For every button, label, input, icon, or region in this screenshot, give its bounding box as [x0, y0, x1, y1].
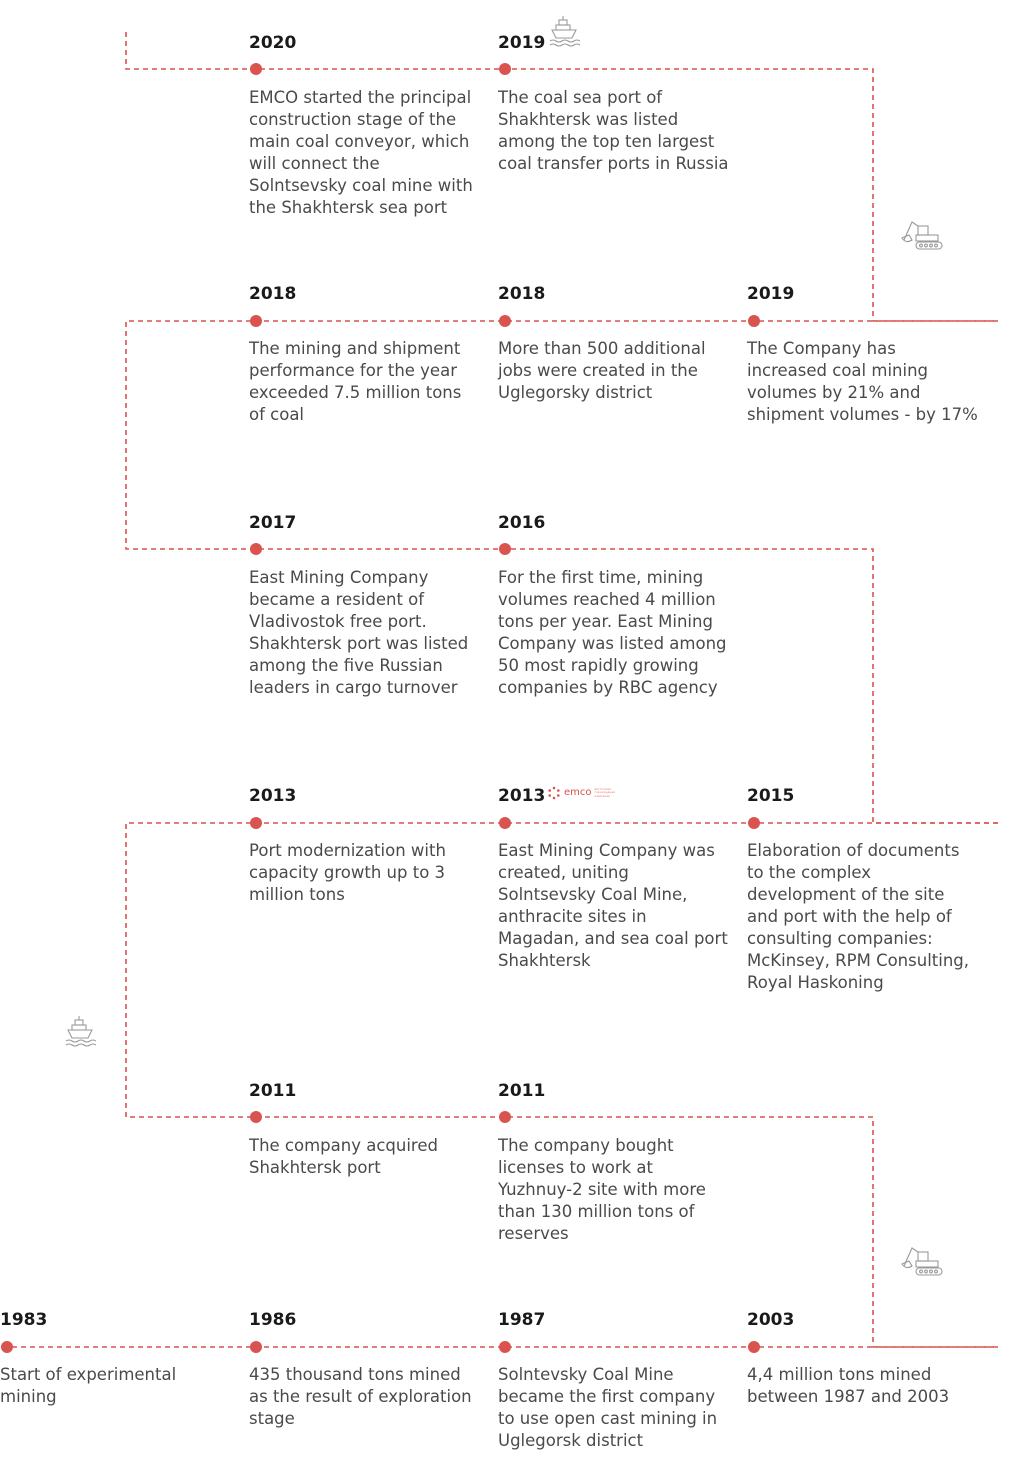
entry-year: 1986 — [249, 1310, 297, 1330]
ship-icon — [549, 16, 580, 47]
entry-text: Start of experimental mining — [0, 1365, 177, 1406]
entry-text: For the first time, mining volumes reach… — [498, 568, 727, 697]
entry-text: Port modernization with capacity growth … — [249, 841, 446, 904]
timeline-dot — [250, 817, 262, 829]
entry-text: East Mining Company became a resident of… — [249, 568, 469, 697]
timeline-dot — [499, 1341, 511, 1353]
entry-text: The company bought licenses to work at Y… — [498, 1136, 706, 1243]
emco-logo-word: emco — [564, 787, 592, 798]
timeline-dot — [250, 315, 262, 327]
timeline-dot — [499, 817, 511, 829]
ship-icon — [65, 1016, 96, 1047]
entry-text: The company acquired Shakhtersk port — [249, 1136, 438, 1177]
timeline-dot — [748, 1341, 760, 1353]
entry-year: 2018 — [498, 284, 546, 304]
excavator-icon — [901, 1247, 943, 1276]
entry-year: 2020 — [249, 33, 297, 53]
entry-year: 1983 — [0, 1310, 48, 1330]
emco-logo-mark-icon — [548, 786, 560, 800]
emco-logo: emco восточная горнорудная компания — [547, 786, 619, 800]
entry-text: More than 500 additional jobs were creat… — [498, 339, 706, 402]
timeline-dot — [748, 315, 760, 327]
entry-year: 2013 — [249, 786, 297, 806]
timeline-dot — [499, 543, 511, 555]
entry-year: 2019 — [747, 284, 795, 304]
timeline-dot — [1, 1341, 13, 1353]
timeline-segment — [125, 32, 998, 322]
excavator-icon — [901, 221, 943, 250]
entry-year: 2013 — [498, 786, 546, 806]
timeline-dot — [250, 1341, 262, 1353]
timeline-dot — [499, 63, 511, 75]
entry-text: The Company has increased coal mining vo… — [747, 339, 978, 424]
entry-text: 4,4 million tons mined between 1987 and … — [747, 1365, 950, 1406]
entry-year: 2015 — [747, 786, 795, 806]
timeline-dot — [250, 63, 262, 75]
timeline-dot — [499, 315, 511, 327]
entry-text: 435 thousand tons mined as the result of… — [249, 1365, 472, 1428]
entry-year: 2011 — [498, 1081, 546, 1101]
entry-text: Solntevsky Coal Mine became the first co… — [498, 1365, 718, 1450]
entry-year: 2011 — [249, 1081, 297, 1101]
entry-year: 2003 — [747, 1310, 795, 1330]
emco-logo-subtitle: восточная горнорудная компания — [594, 786, 615, 798]
timeline-dot — [250, 1111, 262, 1123]
entry-year: 2017 — [249, 513, 297, 533]
entry-year: 2018 — [249, 284, 297, 304]
entry-text: The mining and shipment performance for … — [249, 339, 462, 424]
entry-year: 1987 — [498, 1310, 546, 1330]
timeline-dot — [748, 817, 760, 829]
entry-text: Elaboration of documents to the complex … — [747, 841, 970, 992]
entry-year: 2019 — [498, 33, 546, 53]
entry-text: EMCO started the principal construction … — [249, 88, 473, 217]
timeline-dot — [499, 1111, 511, 1123]
entry-text: East Mining Company was created, uniting… — [498, 841, 728, 970]
entry-text: The coal sea port of Shakhtersk was list… — [498, 88, 729, 173]
timeline-dot — [250, 543, 262, 555]
entry-year: 2016 — [498, 513, 546, 533]
